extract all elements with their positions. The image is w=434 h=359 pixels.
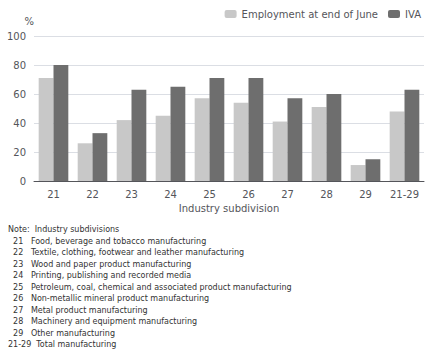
svg-text:100: 100 [7, 31, 26, 42]
svg-text:27: 27 [281, 189, 294, 200]
svg-text:24: 24 [164, 189, 177, 200]
svg-text:IVA: IVA [405, 9, 421, 20]
svg-text:22 Textile, clothing, footwe: 22 Textile, clothing, footwear and leath… [8, 248, 244, 257]
svg-text:Note: Industry subdivisions: Note: Industry subdivisions [8, 225, 119, 234]
svg-text:28 Machinery and equipment m: 28 Machinery and equipment manufacturing [8, 317, 197, 326]
svg-text:26: 26 [242, 189, 255, 200]
svg-text:27 Metal product manufacturi: 27 Metal product manufacturing [8, 306, 148, 315]
svg-text:25 Petroleum, coal, chemical: 25 Petroleum, coal, chemical and associa… [8, 283, 292, 292]
svg-text:60: 60 [13, 89, 26, 100]
svg-text:28: 28 [320, 189, 333, 200]
svg-text:21 Food, beverage and tobacc: 21 Food, beverage and tobacco manufactur… [8, 237, 206, 246]
svg-text:Industry subdivision: Industry subdivision [179, 203, 279, 214]
svg-text:80: 80 [13, 60, 26, 71]
svg-text:25: 25 [203, 189, 216, 200]
svg-text:20: 20 [13, 147, 26, 158]
svg-text:22: 22 [86, 189, 99, 200]
svg-text:Employment at end of June: Employment at end of June [242, 9, 378, 20]
svg-text:0: 0 [20, 176, 26, 187]
svg-text:24 Printing, publishing and: 24 Printing, publishing and recorded med… [8, 271, 191, 280]
svg-text:21-29: 21-29 [390, 189, 419, 200]
svg-text:29 Other manufacturing: 29 Other manufacturing [8, 329, 115, 338]
svg-text:40: 40 [13, 118, 26, 129]
svg-text:%: % [24, 16, 34, 27]
svg-text:21: 21 [47, 189, 60, 200]
svg-text:21-29 Total manufacturing: 21-29 Total manufacturing [8, 340, 116, 349]
svg-text:29: 29 [359, 189, 372, 200]
svg-text:23: 23 [125, 189, 138, 200]
svg-text:23 Wood and paper product ma: 23 Wood and paper product manufacturing [8, 260, 191, 269]
svg-text:26 Non-metallic mineral prod: 26 Non-metallic mineral product manufact… [8, 294, 209, 303]
